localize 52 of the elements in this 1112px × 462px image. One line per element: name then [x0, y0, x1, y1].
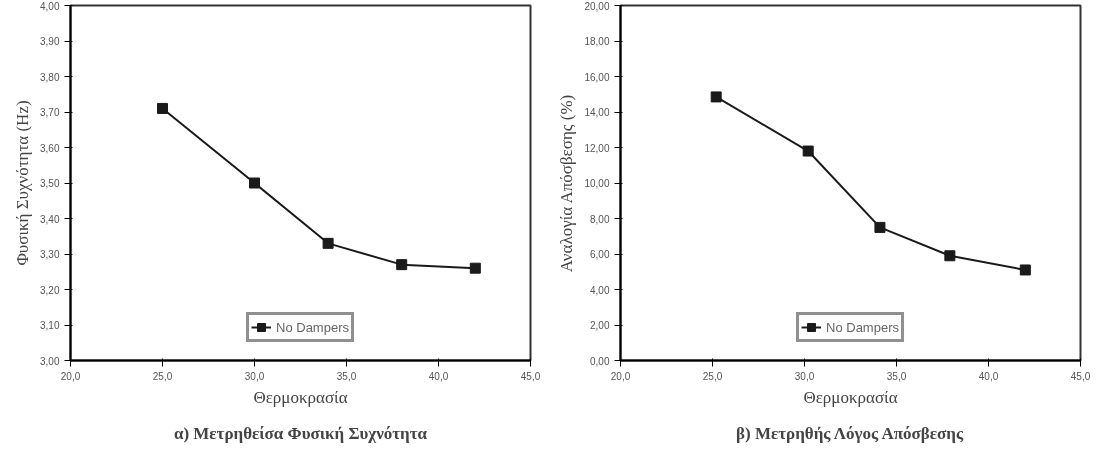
y-tick-label: 4,00	[590, 284, 610, 296]
x-tick-label: 35,0	[886, 370, 907, 382]
y-axis-title: Αναλογία Απόσβεσης (%)	[557, 94, 577, 273]
x-tick-label: 30,0	[244, 370, 265, 382]
y-tick-label: 18,00	[584, 36, 610, 47]
y-tick-label: 16,00	[584, 71, 610, 83]
text: α) Μετρηθείσα Φυσική Συχνότητα	[173, 424, 428, 443]
y-tick-label: 3,60	[40, 142, 60, 154]
x-tick-label: 25,0	[152, 370, 173, 382]
x-tick-label: 20,0	[60, 370, 81, 382]
text: β) Μετρηθής Λόγος Απόσβεσης	[736, 424, 964, 443]
y-tick-label: 3,90	[40, 36, 60, 47]
x-tick-label: 40,0	[428, 370, 449, 382]
point	[322, 237, 334, 249]
y-tick-label: 3,00	[40, 355, 60, 367]
legend-label: No Dampers	[826, 319, 899, 335]
y-tick-label: 3,50	[40, 178, 60, 189]
y-tick-label: 3,40	[40, 213, 60, 225]
y-tick-label: 12,00	[584, 142, 610, 154]
point	[249, 177, 260, 189]
point	[944, 250, 956, 262]
y-tick-label: 2,00	[590, 320, 610, 331]
x-tick-label: 45,0	[1070, 370, 1091, 382]
x-axis-title: Θερμοκρασία	[803, 387, 898, 407]
y-tick-label: 6,00	[590, 249, 610, 260]
y-axis-title: Φυσική Συχνότητα (Hz)	[13, 100, 33, 266]
y-tick-label: 3,70	[40, 107, 60, 118]
y-tick-label: 8,00	[590, 213, 610, 225]
legend-label: No Dampers	[276, 319, 349, 335]
point	[802, 145, 814, 157]
x-tick-label: 30,0	[794, 370, 815, 382]
x-tick-label: 45,0	[520, 370, 541, 382]
point	[710, 91, 722, 103]
x-tick-label: 20,0	[610, 370, 631, 382]
y-tick-label: 3,20	[40, 284, 60, 296]
y-tick-label: 3,10	[40, 320, 60, 331]
point	[157, 102, 168, 114]
y-tick-label: 0,00	[590, 355, 610, 367]
point	[874, 221, 886, 233]
y-tick-label: 3,30	[40, 249, 60, 260]
y-tick-label: 14,00	[584, 107, 610, 118]
x-tick-label: 40,0	[978, 370, 999, 382]
y-tick-label: 3,80	[40, 71, 60, 83]
point	[396, 259, 408, 271]
y-tick-label: 10,00	[584, 178, 610, 189]
y-tick-label: 20,00	[584, 0, 610, 12]
x-tick-label: 35,0	[336, 370, 357, 382]
x-tick-label: 25,0	[702, 370, 723, 382]
y-tick-label: 4,00	[40, 0, 60, 12]
point	[469, 262, 481, 274]
point	[1019, 264, 1031, 276]
x-axis-title: Θερμοκρασία	[253, 387, 348, 407]
